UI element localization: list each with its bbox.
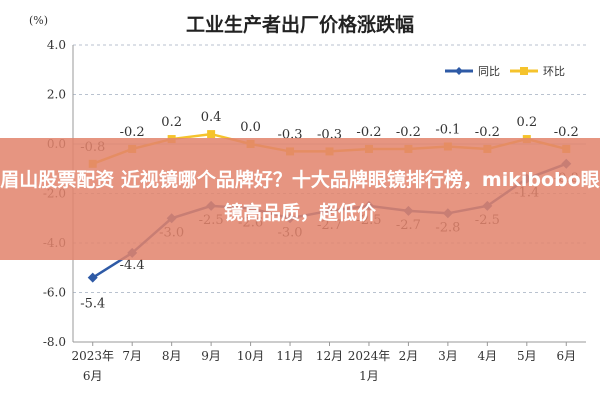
y-tick-label: -8.0 bbox=[43, 335, 66, 349]
x-tick-label: 1月 bbox=[359, 369, 379, 383]
y-tick-label: 4.0 bbox=[47, 38, 66, 52]
data-label: 0.0 bbox=[240, 120, 261, 135]
x-tick-label: 8月 bbox=[162, 349, 182, 363]
ad-banner-text[interactable]: 眉山股票配资 近视镜哪个品牌好？十大品牌眼镜排行榜，mikibobo眼镜高品质，… bbox=[0, 169, 600, 224]
x-tick-label: 3月 bbox=[438, 349, 458, 363]
data-label: -0.2 bbox=[356, 125, 381, 140]
x-tick-label: 4月 bbox=[478, 349, 498, 363]
data-label: -0.2 bbox=[554, 125, 579, 140]
legend-marker bbox=[455, 67, 463, 75]
x-tick-label: 10月 bbox=[237, 349, 264, 363]
x-tick-label: 2024年 bbox=[348, 349, 391, 363]
x-tick-label: 6月 bbox=[83, 369, 103, 383]
data-point bbox=[87, 272, 98, 283]
x-tick-label: 7月 bbox=[122, 349, 142, 363]
x-tick-label: 9月 bbox=[201, 349, 221, 363]
data-label: -0.2 bbox=[120, 125, 145, 140]
legend-marker bbox=[520, 67, 528, 75]
x-tick-label: 5月 bbox=[517, 349, 537, 363]
y-tick-label: 2.0 bbox=[47, 88, 66, 102]
data-label: 0.2 bbox=[516, 115, 537, 130]
x-tick-label: 12月 bbox=[316, 349, 343, 363]
data-label: -5.4 bbox=[80, 297, 105, 312]
ad-banner[interactable] bbox=[0, 138, 600, 260]
legend-label: 同比 bbox=[478, 65, 500, 78]
y-tick-label: -6.0 bbox=[43, 286, 66, 300]
data-label: -0.2 bbox=[475, 125, 500, 140]
legend-label: 环比 bbox=[543, 65, 565, 78]
data-point bbox=[207, 130, 216, 139]
x-tick-label: 2023年 bbox=[71, 349, 114, 363]
data-label: -0.2 bbox=[396, 125, 421, 140]
x-tick-label: 6月 bbox=[556, 349, 576, 363]
data-label: -0.1 bbox=[435, 122, 460, 137]
data-label: 0.4 bbox=[201, 110, 222, 125]
y-axis-unit: (%) bbox=[29, 14, 48, 27]
x-tick-label: 11月 bbox=[276, 349, 303, 363]
data-label: 0.2 bbox=[161, 115, 182, 130]
chart-title: 工业生产者出厂价格涨跌幅 bbox=[185, 14, 414, 36]
data-label: -4.4 bbox=[120, 258, 145, 273]
x-tick-label: 2月 bbox=[399, 349, 419, 363]
